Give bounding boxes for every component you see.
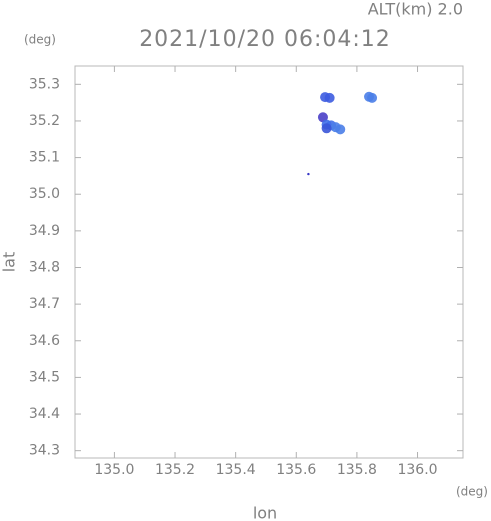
x-unit: (deg)	[456, 485, 488, 499]
y-tick-label: 34.8	[29, 259, 60, 275]
y-tick-label: 34.4	[29, 406, 60, 422]
y-tick-label: 34.3	[29, 443, 60, 459]
echo-point	[335, 124, 346, 135]
echo-point	[321, 123, 332, 134]
y-axis-label: lat	[0, 252, 19, 273]
x-tick-label: 135.4	[216, 462, 256, 478]
x-tick-label: 135.2	[155, 462, 195, 478]
x-axis-label: lon	[253, 504, 277, 521]
x-tick-label: 135.8	[337, 462, 377, 478]
y-tick-label: 35.1	[29, 150, 60, 166]
y-tick-label: 35.0	[29, 186, 60, 202]
x-tick-label: 135.0	[94, 462, 134, 478]
echo-point	[367, 92, 378, 103]
echo-point	[324, 92, 335, 103]
subtitle: ALT(km) 2.0	[368, 0, 463, 19]
x-tick-label: 136.0	[397, 462, 437, 478]
y-tick-label: 35.3	[29, 76, 60, 92]
x-tick-label: 135.6	[276, 462, 316, 478]
y-tick-label: 34.9	[29, 223, 60, 239]
y-tick-label: 34.5	[29, 369, 60, 385]
chart-title: 2021/10/20 06:04:12	[139, 27, 391, 52]
echo-point	[307, 172, 310, 176]
y-tick-label: 35.2	[29, 113, 60, 129]
y-tick-label: 34.7	[29, 296, 60, 312]
y-unit: (deg)	[24, 33, 56, 47]
plot-frame	[74, 65, 464, 459]
y-tick-label: 34.6	[29, 333, 60, 349]
